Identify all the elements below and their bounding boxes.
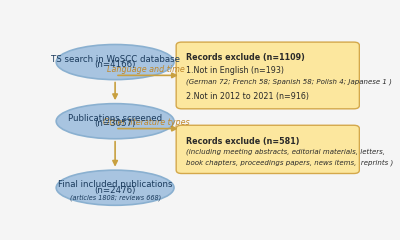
- Ellipse shape: [56, 170, 174, 205]
- Text: Language and time: Language and time: [107, 65, 185, 73]
- Text: (n=3057): (n=3057): [94, 120, 136, 128]
- Text: Publications screened: Publications screened: [68, 114, 162, 123]
- Ellipse shape: [56, 104, 174, 139]
- Text: (articles 1808; reviews 668): (articles 1808; reviews 668): [70, 194, 161, 201]
- Text: TS search in WoSCC database: TS search in WoSCC database: [50, 55, 180, 64]
- Text: book chapters, proceedings papers, news items,  reprints ): book chapters, proceedings papers, news …: [186, 159, 393, 166]
- Text: 2.Not in 2012 to 2021 (n=916): 2.Not in 2012 to 2021 (n=916): [186, 92, 309, 101]
- Text: 1.Not in English (n=193): 1.Not in English (n=193): [186, 66, 284, 75]
- Text: Other literature types: Other literature types: [103, 118, 190, 127]
- Text: (German 72; French 58; Spanish 58; Polish 4; Japanese 1 ): (German 72; French 58; Spanish 58; Polis…: [186, 79, 392, 85]
- Text: Final included publications: Final included publications: [58, 180, 172, 189]
- Text: Records exclude (n=581): Records exclude (n=581): [186, 137, 299, 146]
- Ellipse shape: [56, 44, 174, 80]
- Text: (n=4166): (n=4166): [94, 60, 136, 69]
- Text: Records exclude (n=1109): Records exclude (n=1109): [186, 53, 305, 62]
- FancyBboxPatch shape: [176, 42, 359, 109]
- Text: (n=2476): (n=2476): [94, 186, 136, 195]
- Text: (including meeting abstracts, editorial materials, letters,: (including meeting abstracts, editorial …: [186, 148, 385, 155]
- FancyBboxPatch shape: [176, 125, 359, 174]
